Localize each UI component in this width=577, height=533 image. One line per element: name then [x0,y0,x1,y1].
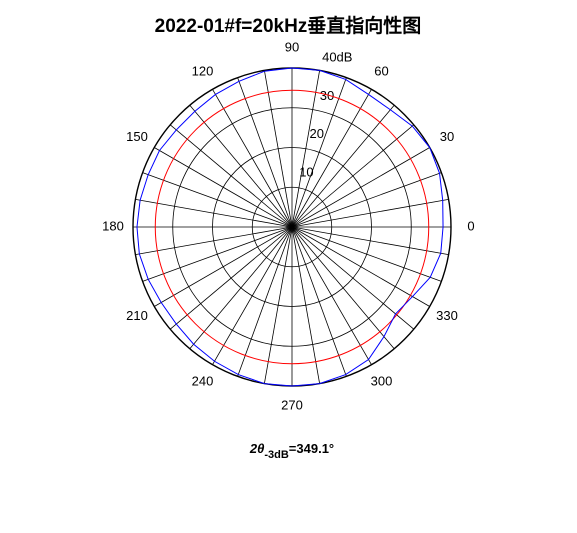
theta-tick-label: 330 [436,308,458,323]
theta-tick-label: 60 [374,63,388,78]
theta-tick-label: 30 [440,129,454,144]
theta-tick-label: 150 [126,129,148,144]
theta-tick-label: 210 [126,308,148,323]
annotation-suffix: =349.1° [289,441,334,456]
r-tick-label: 20 [309,126,323,141]
reference-circle [154,89,430,365]
theta-tick-label: 300 [371,373,393,388]
ring [251,186,333,268]
annotation-prefix: 2θ [249,441,264,456]
annotation-subscript: -3dB [264,449,289,461]
theta-tick-label: 120 [192,63,214,78]
theta-tick-label: 270 [281,397,303,412]
theta-tick-label: 90 [285,39,299,54]
theta-tick-label: 180 [102,218,124,233]
theta-tick-label: 240 [192,373,214,388]
ring [172,107,412,347]
chart-title: 2022-01#f=20kHz垂直指向性图 [155,14,422,37]
ring [212,147,372,307]
r-tick-label: 40dB [322,49,352,64]
annotation: 2θ-3dB=349.1° [249,441,334,461]
r-tick-label: 10 [299,165,313,180]
series-line [136,67,444,387]
theta-tick-label: 0 [467,218,474,233]
